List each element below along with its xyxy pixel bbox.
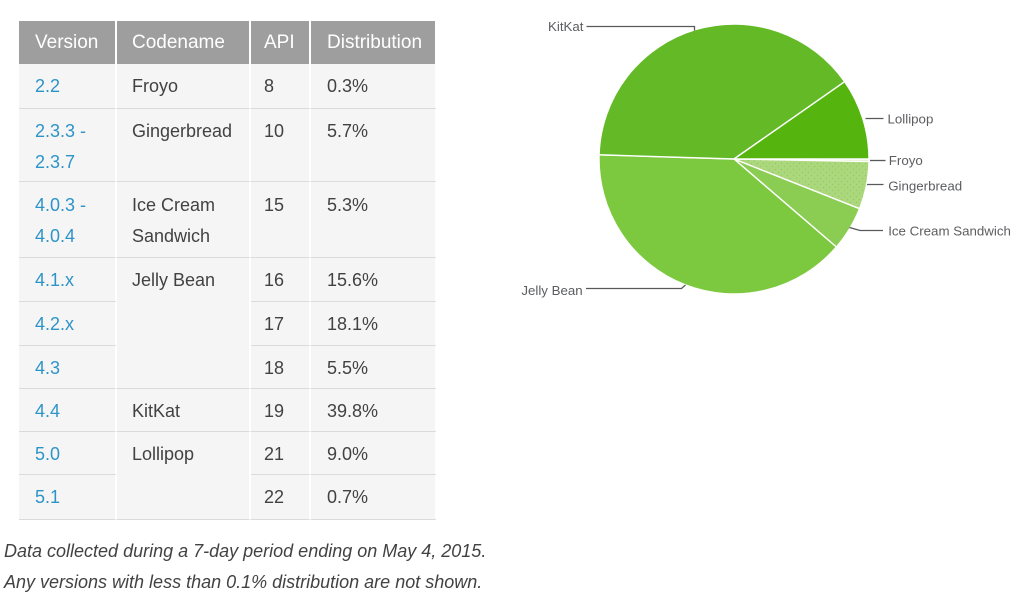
svg-text:Froyo: Froyo <box>889 153 923 168</box>
svg-text:KitKat: KitKat <box>548 19 584 34</box>
svg-text:Ice Cream Sandwich: Ice Cream Sandwich <box>888 224 1011 239</box>
svg-text:Jelly Bean: Jelly Bean <box>521 283 582 298</box>
svg-text:Lollipop: Lollipop <box>888 112 934 127</box>
svg-text:Gingerbread: Gingerbread <box>888 179 962 194</box>
